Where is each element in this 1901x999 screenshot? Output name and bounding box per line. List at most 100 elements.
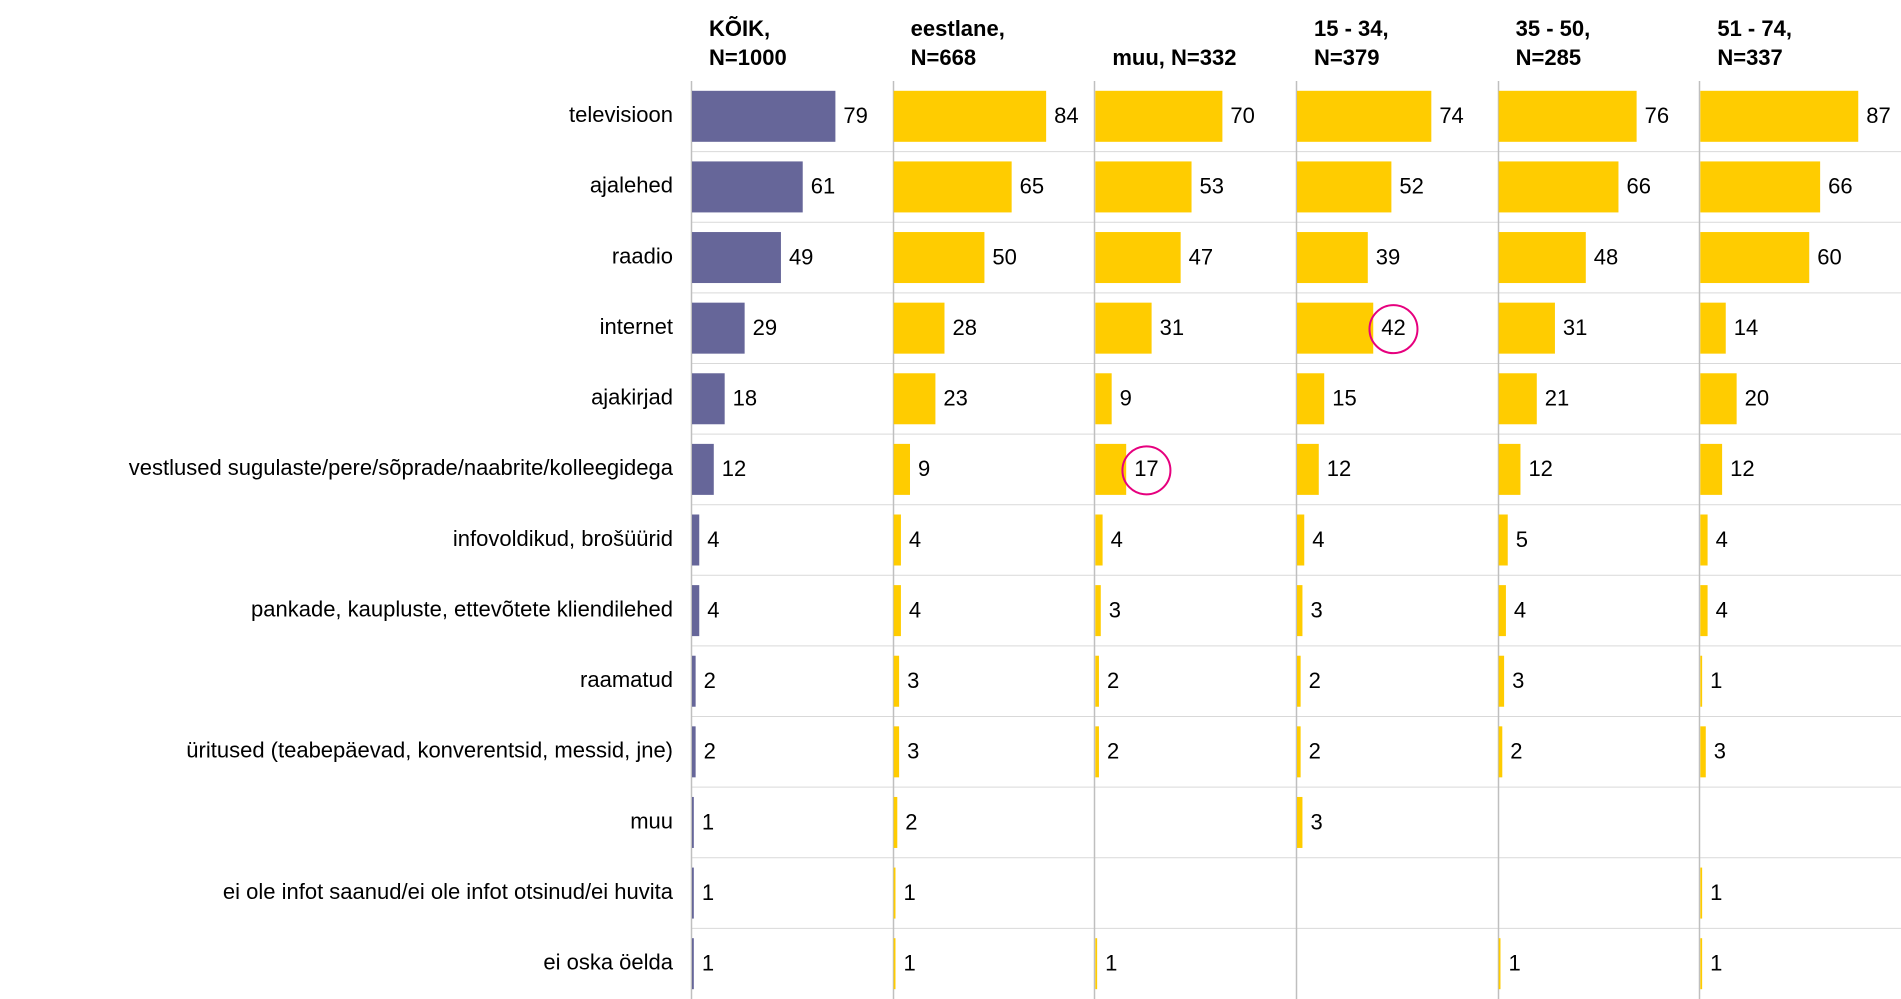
panel-header: eestlane, N=668 <box>910 16 1005 70</box>
value-label: 4 <box>909 597 921 622</box>
value-label: 2 <box>1107 739 1119 764</box>
bar <box>1095 443 1127 495</box>
value-label: 15 <box>1332 386 1356 411</box>
bar <box>1498 373 1537 425</box>
bar <box>1498 161 1619 213</box>
value-label: 4 <box>909 527 921 552</box>
bar <box>1498 232 1586 284</box>
bar <box>893 443 911 495</box>
panel-header: 15 - 34, N=379 <box>1314 16 1389 70</box>
bar <box>692 443 714 495</box>
bar <box>1297 514 1305 566</box>
bar <box>1498 514 1508 566</box>
bar <box>893 161 1012 213</box>
bar <box>692 726 696 778</box>
value-label: 1 <box>1710 880 1722 905</box>
bar <box>692 161 803 213</box>
bar <box>1700 302 1726 354</box>
bar <box>893 232 985 284</box>
bar <box>893 373 936 425</box>
category-label: raadio <box>612 243 673 268</box>
value-label: 87 <box>1866 103 1890 128</box>
bar <box>1700 726 1706 778</box>
value-label: 53 <box>1200 174 1224 199</box>
value-label: 52 <box>1399 174 1423 199</box>
value-label: 4 <box>707 597 719 622</box>
bar <box>1297 585 1303 637</box>
bar <box>1095 90 1223 142</box>
highlight-circle <box>1368 304 1419 355</box>
bar <box>692 90 836 142</box>
bar <box>692 232 781 284</box>
value-label: 3 <box>1310 597 1322 622</box>
value-label: 9 <box>918 456 930 481</box>
value-label: 47 <box>1189 244 1213 269</box>
value-label: 76 <box>1645 103 1669 128</box>
bar <box>893 867 896 919</box>
bar <box>1297 443 1319 495</box>
bar <box>692 867 694 919</box>
bar <box>1095 232 1181 284</box>
bar <box>1297 302 1374 354</box>
bar <box>1498 585 1506 637</box>
value-label: 3 <box>1512 668 1524 693</box>
value-label: 3 <box>907 668 919 693</box>
value-label: 1 <box>903 951 915 976</box>
category-label: internet <box>600 314 673 339</box>
value-label: 31 <box>1563 315 1587 340</box>
bar <box>1095 726 1099 778</box>
bar <box>1095 655 1099 707</box>
bar <box>692 514 700 566</box>
bar <box>1498 726 1503 778</box>
bar <box>692 585 700 637</box>
value-label: 50 <box>992 244 1016 269</box>
bar <box>1095 938 1098 990</box>
bar <box>893 655 900 707</box>
category-label: ei oska öelda <box>543 950 673 975</box>
category-label: ei ole infot saanud/ei ole infot otsinud… <box>223 879 674 904</box>
value-label: 4 <box>1312 527 1324 552</box>
value-label: 4 <box>1716 527 1728 552</box>
bar <box>692 655 696 707</box>
bar <box>1297 161 1392 213</box>
bar <box>1700 655 1703 707</box>
value-label: 70 <box>1230 103 1254 128</box>
value-label: 1 <box>1105 951 1117 976</box>
bar <box>1095 373 1112 425</box>
value-label: 79 <box>843 103 867 128</box>
value-label: 66 <box>1828 174 1852 199</box>
bar <box>1700 161 1821 213</box>
bar <box>1297 90 1432 142</box>
value-label: 21 <box>1545 386 1569 411</box>
bar <box>893 302 945 354</box>
category-label: pankade, kaupluste, ettevõtete kliendile… <box>251 596 673 621</box>
category-label: ajakirjad <box>591 385 673 410</box>
value-label: 4 <box>1716 597 1728 622</box>
bar <box>1700 514 1708 566</box>
bar <box>1498 302 1555 354</box>
bar <box>692 796 694 848</box>
category-label: muu <box>630 808 673 833</box>
category-label: infovoldikud, brošüürid <box>453 526 673 551</box>
panel-header: 51 - 74, N=337 <box>1717 16 1792 70</box>
value-label: 2 <box>1309 739 1321 764</box>
bar <box>893 938 896 990</box>
value-label: 84 <box>1054 103 1078 128</box>
bar <box>1700 373 1737 425</box>
panel-header: KÕIK, N=1000 <box>709 16 787 70</box>
value-label: 4 <box>707 527 719 552</box>
bar <box>1498 655 1505 707</box>
value-label: 2 <box>1510 739 1522 764</box>
bar <box>1297 726 1301 778</box>
value-label: 12 <box>1327 456 1351 481</box>
category-label: televisioon <box>569 102 673 127</box>
bar <box>893 514 901 566</box>
value-label: 1 <box>702 809 714 834</box>
bar <box>1700 443 1723 495</box>
value-label: 66 <box>1626 174 1650 199</box>
value-label: 1 <box>1710 668 1722 693</box>
bar <box>893 585 901 637</box>
bar <box>692 302 745 354</box>
